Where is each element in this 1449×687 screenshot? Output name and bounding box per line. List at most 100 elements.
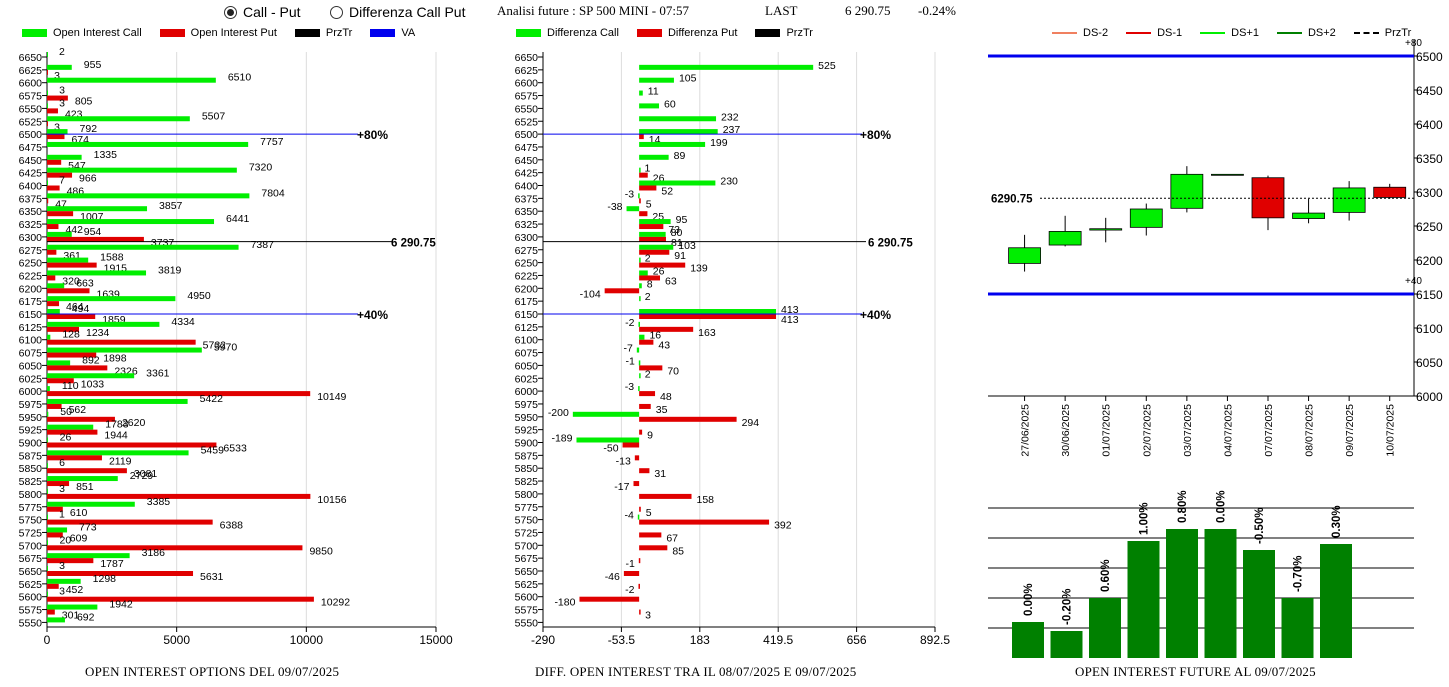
put-bar [47, 236, 144, 242]
y-tick-label: 6100 [1416, 322, 1443, 336]
call-bar [47, 257, 89, 263]
strike-label: 6625 [515, 65, 539, 77]
header-last-label: LAST [765, 3, 798, 18]
future-bar [1320, 544, 1352, 658]
diff-put-label: -17 [614, 481, 629, 493]
diff-put-label: 73 [668, 224, 680, 236]
call-bar [47, 463, 48, 469]
legend-item: PrzTr [755, 27, 813, 39]
put-bar [47, 455, 102, 461]
diff-call-label: 2 [645, 253, 651, 265]
y-tick-label: 6250 [1416, 220, 1443, 234]
legend-item: DS-1 [1126, 27, 1182, 39]
radio-call-put[interactable]: Call - Put [224, 4, 301, 20]
radio-dot-icon [330, 5, 343, 19]
diff-call-bar [638, 360, 641, 366]
strike-label: 5850 [515, 463, 539, 475]
put-value-label: 2620 [122, 417, 146, 429]
call-value-label: 3 [59, 560, 65, 572]
call-value-label: 6510 [228, 72, 252, 84]
diff-call-label: -189 [551, 433, 572, 445]
put-value-label: 609 [70, 532, 88, 544]
x-tick-label: 10000 [290, 633, 324, 647]
diff-call-bar [572, 411, 640, 417]
diff-call-label: -2 [625, 317, 634, 329]
radio-differenza[interactable]: Differenza Call Put [330, 4, 465, 20]
put-bar [47, 545, 303, 551]
future-bar-label: -0.70% [1293, 556, 1305, 592]
put-value-label: 3081 [134, 468, 158, 480]
call-value-label: 6441 [226, 213, 250, 225]
x-tick-label: 419.5 [763, 633, 793, 647]
future-bar-label: 0.00% [1023, 583, 1035, 616]
future-bar-label: 0.30% [1331, 505, 1343, 538]
call-value-label: 663 [76, 277, 94, 289]
diff-call-label: 16 [649, 330, 661, 342]
strike-label: 6050 [515, 360, 539, 372]
put-bar [47, 314, 96, 319]
candle-body [1008, 247, 1041, 264]
diff-call-label: -7 [623, 343, 632, 355]
diff-put-bar [639, 506, 641, 512]
x-tick-label: 5000 [163, 633, 190, 647]
strike-label: 6350 [19, 206, 43, 218]
call-value-label: 20 [60, 534, 72, 546]
candle-body [1129, 208, 1163, 228]
call-bar [47, 488, 48, 494]
call-bar [47, 180, 48, 186]
diff-call-label: 103 [678, 240, 696, 252]
strike-label: 6250 [515, 258, 539, 270]
legend-label: DS-2 [1083, 27, 1109, 39]
strike-label: 5825 [515, 476, 539, 488]
strike-label: 6450 [515, 155, 539, 167]
put-value-label: 10156 [317, 494, 346, 506]
put-value-label: 452 [66, 584, 84, 596]
diff-put-label: 35 [656, 404, 668, 416]
legend-label: Open Interest Put [190, 27, 277, 39]
put-bar [47, 108, 58, 114]
diff-put-label: 163 [698, 327, 716, 339]
diff-call-label: 237 [723, 124, 741, 136]
call-bar [47, 64, 72, 70]
x-tick-label: 15000 [419, 633, 453, 647]
diff-put-label: 392 [774, 520, 792, 532]
call-value-label: 7320 [249, 162, 273, 174]
strike-label: 5875 [515, 450, 539, 462]
put-bar [47, 198, 49, 204]
diff-put-bar [623, 571, 640, 576]
diff-call-bar [638, 193, 640, 199]
future-bar [1243, 550, 1275, 658]
call-bar [47, 424, 94, 430]
call-bar [47, 398, 188, 404]
date-label: 08/07/2025 [1304, 404, 1316, 457]
diff-put-bar [639, 493, 692, 499]
strike-label: 6500 [19, 129, 43, 141]
put-bar [47, 352, 97, 358]
diff-call-label: 8 [647, 278, 653, 290]
strike-label: 6375 [19, 193, 43, 205]
call-bar [47, 411, 49, 417]
diff-put-label: 158 [697, 494, 715, 506]
call-value-label: 5422 [200, 393, 224, 405]
future-bar-label: 0.00% [1216, 490, 1228, 523]
call-value-label: 128 [62, 329, 80, 341]
header-change: -0.24% [918, 3, 956, 18]
call-bar [47, 527, 68, 533]
future-bar [1127, 541, 1160, 658]
call-value-label: 5970 [214, 342, 238, 354]
date-label: 30/06/2025 [1060, 404, 1072, 457]
call-value-label: 1 [59, 509, 65, 521]
strike-label: 6200 [19, 283, 43, 295]
diff-put-bar [639, 275, 661, 281]
call-value-label: 3857 [159, 200, 183, 212]
diff-call-label: 11 [648, 86, 659, 98]
diff-put-bar [639, 198, 641, 204]
strike-label: 5725 [515, 527, 539, 539]
strike-label: 6100 [515, 335, 539, 347]
x-tick-label: -290 [531, 633, 555, 647]
diff-put-label: 413 [781, 314, 799, 326]
strike-label: 5625 [515, 579, 539, 591]
call-value-label: 3 [59, 97, 65, 109]
call-value-label: 4950 [187, 290, 211, 302]
strike-label: 6075 [515, 348, 539, 360]
